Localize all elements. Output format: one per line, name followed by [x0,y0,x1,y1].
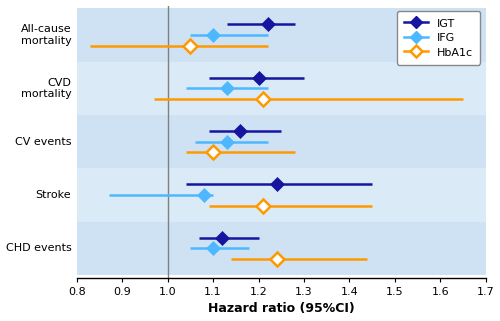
Bar [77,115,486,169]
Bar [77,222,486,275]
Bar [77,8,486,62]
Bar [77,62,486,115]
Bar [77,169,486,222]
Bar [77,62,486,115]
Bar [77,115,486,169]
Bar [77,222,486,275]
Legend: IGT, IFG, HbA1c: IGT, IFG, HbA1c [397,11,480,65]
Bar [77,8,486,62]
X-axis label: Hazard ratio (95%CI): Hazard ratio (95%CI) [208,302,354,316]
Bar [77,169,486,222]
